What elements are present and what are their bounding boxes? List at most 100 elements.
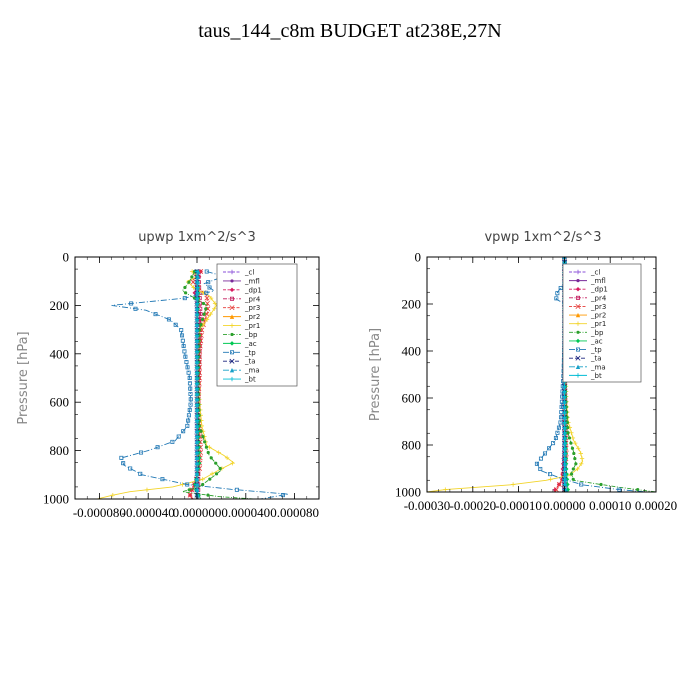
series-point-tp — [234, 487, 239, 492]
series-point-tp — [207, 285, 212, 290]
series-point-tp — [179, 328, 184, 333]
series-point-tp — [180, 333, 185, 338]
series-point-tp — [128, 466, 133, 471]
series-point-bp — [203, 440, 207, 444]
series-point-tp — [155, 445, 160, 450]
series-point-bp — [214, 472, 219, 476]
series-point-tp — [185, 365, 190, 370]
series-point-tp — [204, 290, 209, 295]
series-point-bp — [567, 436, 572, 440]
legend: _cl_mfl_dp1_pr4_pr3_pr2_pr1_bp_ac_tp_ta_… — [562, 263, 642, 383]
series-point-tp — [166, 317, 171, 322]
series-point-tp — [188, 397, 193, 402]
series-point-tp — [139, 450, 144, 455]
series-point-tp — [558, 420, 563, 425]
x-tick-label: 0.000000 — [173, 505, 222, 520]
series-point-bp — [566, 431, 570, 435]
series-point-bp — [199, 429, 203, 433]
series-point-tp — [138, 471, 143, 476]
y-tick-label: 1000 — [43, 492, 69, 507]
y-tick-label: 200 — [50, 298, 70, 313]
series-point-tp — [160, 477, 165, 482]
legend-marker — [230, 279, 234, 283]
series-point-tp — [173, 322, 178, 327]
legend-label: _bp — [244, 331, 258, 339]
y-tick-label: 600 — [50, 395, 70, 410]
series-point-tp — [617, 487, 622, 492]
series-point-bp — [192, 296, 197, 300]
legend-label: _tp — [590, 346, 602, 354]
legend-label: _ta — [590, 355, 602, 363]
legend-marker — [575, 364, 581, 369]
legend-marker — [229, 296, 234, 301]
series-point-bp — [183, 285, 187, 290]
series-point-tp — [547, 446, 552, 451]
y-tick-label: 200 — [402, 297, 422, 312]
legend-label: _dp1 — [590, 286, 608, 294]
legend-marker — [229, 350, 234, 355]
chart-panel-1: upwp 1xm^2/s^3 Pressure [hPa] 0 200 400 600 80… — [16, 230, 320, 520]
series-point-dp1 — [553, 487, 558, 492]
series-point-tp — [280, 493, 285, 498]
legend-marker — [576, 279, 580, 283]
x-tick-label: 0.00020 — [635, 498, 677, 513]
legend: _cl_mfl_dp1_pr4_pr3_pr2_pr1_bp_ac_tp_ta_… — [216, 263, 298, 387]
series-point-tp — [579, 482, 584, 487]
legend-label: _cl — [590, 269, 600, 277]
series-point-tp — [186, 370, 191, 375]
x-tick-label: 0.00010 — [589, 498, 631, 513]
x-tick-label: -0.000040 — [122, 505, 175, 520]
series-point-tp — [129, 301, 134, 306]
series-point-bp — [566, 426, 570, 430]
series-point-bp — [201, 301, 206, 306]
legend-marker — [229, 341, 235, 346]
x-tick-label: -0.00030 — [404, 498, 451, 513]
legend-label: _ac — [244, 340, 257, 348]
legend-label: _bt — [590, 372, 602, 380]
x-tick-label: -0.000080 — [73, 505, 126, 520]
legend-label: _pr4 — [590, 294, 607, 302]
series-point-tp — [556, 425, 561, 430]
legend-marker — [576, 347, 581, 352]
legend-marker — [576, 295, 581, 300]
series-point-tp — [548, 472, 553, 477]
series-point-bp — [636, 488, 640, 492]
series-point-bp — [218, 466, 222, 471]
series-point-ac — [565, 482, 570, 487]
legend-label: _bp — [590, 329, 604, 337]
series-point-tp — [121, 461, 126, 466]
y-tick-label: 400 — [402, 344, 422, 359]
series-point-bp — [204, 307, 208, 311]
x-tick-label: -0.00020 — [450, 498, 497, 513]
series-point-tp — [542, 451, 547, 456]
legend-label: _dp1 — [244, 286, 262, 294]
legend-marker — [576, 330, 580, 334]
legend-label: _pr1 — [590, 320, 606, 328]
series-line-tp — [536, 257, 647, 492]
legend-label: _pr2 — [590, 312, 606, 320]
legend-label: _mfl — [244, 277, 260, 285]
series-point-tp — [119, 455, 124, 460]
y-tick-label: 800 — [50, 443, 70, 458]
series-point-bp — [200, 317, 205, 322]
series-point-bp — [571, 477, 575, 481]
series-point-tp — [176, 434, 181, 439]
legend-label: _ma — [590, 363, 606, 371]
series-point-tp — [182, 296, 187, 301]
chart-title: upwp 1xm^2/s^3 — [138, 230, 256, 245]
series-point-bp — [214, 461, 218, 465]
series-group — [96, 269, 289, 499]
series-point-tp — [185, 482, 190, 487]
series-point-tp — [186, 413, 191, 418]
series-point-tp — [553, 435, 558, 440]
series-point-tp — [170, 439, 175, 444]
series-point-tp — [188, 386, 193, 391]
series-point-bp — [187, 280, 191, 284]
legend-label: _pr3 — [590, 303, 606, 311]
series-point-tp — [133, 306, 138, 311]
series-point-bp — [206, 493, 210, 497]
legend-marker — [229, 367, 235, 373]
legend-label: _cl — [244, 269, 254, 277]
series-point-tp — [186, 418, 191, 423]
